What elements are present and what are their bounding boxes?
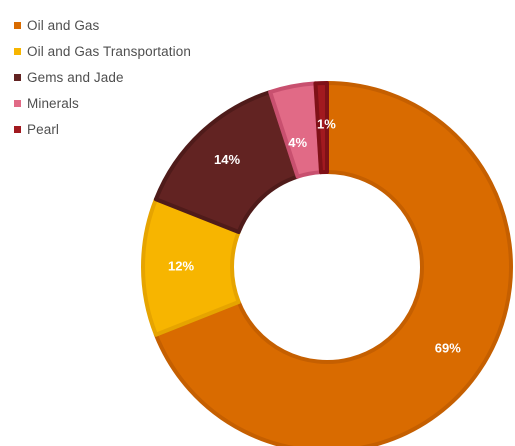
legend-swatch-gems-and-jade (14, 73, 21, 81)
legend-label-oil-and-gas-transportation: Oil and Gas Transportation (27, 43, 191, 59)
legend-label-gems-and-jade: Gems and Jade (27, 69, 124, 85)
legend-label-pearl: Pearl (27, 121, 60, 137)
legend-item-gems-and-jade: Gems and Jade (14, 64, 191, 90)
data-label-oil-and-gas-transportation: 12% (168, 258, 194, 273)
legend-item-oil-and-gas-transportation: Oil and Gas Transportation (14, 38, 191, 64)
legend-item-pearl: Pearl (14, 116, 191, 142)
legend-label-minerals: Minerals (27, 95, 79, 111)
legend-swatch-minerals (14, 99, 21, 107)
legend-item-minerals: Minerals (14, 90, 191, 116)
legend: Oil and Gas Oil and Gas Transportation G… (14, 12, 191, 142)
data-label-gems-and-jade: 14% (214, 152, 240, 167)
legend-label-oil-and-gas: Oil and Gas (27, 17, 100, 33)
legend-swatch-oil-and-gas-transportation (14, 47, 21, 55)
legend-item-oil-and-gas: Oil and Gas (14, 12, 191, 38)
slice-oil-and-gas (153, 81, 513, 446)
legend-swatch-oil-and-gas (14, 21, 21, 29)
data-label-oil-and-gas: 69% (435, 340, 461, 355)
slice-pearl (313, 81, 329, 175)
data-label-pearl: 1% (317, 117, 336, 132)
legend-swatch-pearl (14, 125, 21, 133)
data-label-minerals: 4% (288, 135, 307, 150)
